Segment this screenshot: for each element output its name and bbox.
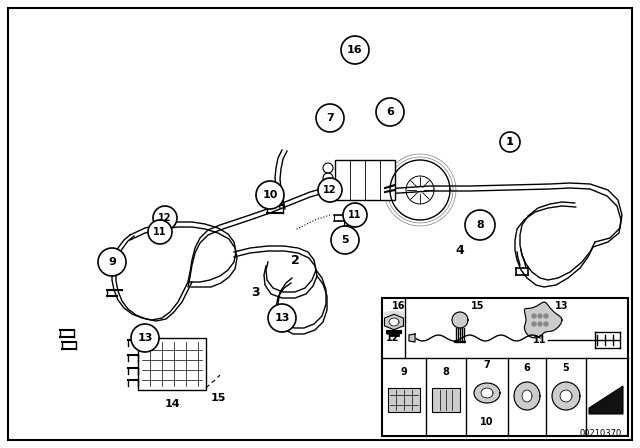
Circle shape: [331, 226, 359, 254]
Text: 13: 13: [556, 301, 569, 311]
Polygon shape: [384, 312, 404, 321]
Polygon shape: [388, 388, 420, 412]
Text: 12: 12: [387, 333, 400, 343]
Polygon shape: [544, 322, 548, 326]
Polygon shape: [544, 314, 548, 318]
Text: 11: 11: [153, 227, 167, 237]
Polygon shape: [409, 334, 415, 342]
Bar: [432, 388, 460, 412]
Text: 5: 5: [563, 363, 570, 373]
Polygon shape: [589, 386, 623, 414]
Text: 13: 13: [275, 313, 290, 323]
Text: 1: 1: [506, 137, 514, 147]
Text: 2: 2: [291, 254, 300, 267]
Text: 9: 9: [108, 257, 116, 267]
Circle shape: [341, 36, 369, 64]
Text: 3: 3: [251, 285, 259, 298]
Polygon shape: [538, 322, 542, 326]
Text: 1: 1: [507, 137, 513, 147]
Text: 12: 12: [323, 185, 337, 195]
Circle shape: [343, 203, 367, 227]
Circle shape: [465, 210, 495, 240]
Text: 7: 7: [326, 113, 334, 123]
Bar: [335, 160, 395, 200]
Text: 13: 13: [138, 333, 153, 343]
Polygon shape: [552, 382, 580, 410]
Circle shape: [98, 248, 126, 276]
Text: 00210370: 00210370: [580, 429, 622, 438]
Polygon shape: [560, 390, 572, 402]
Circle shape: [376, 98, 404, 126]
Circle shape: [318, 178, 342, 202]
Circle shape: [153, 206, 177, 230]
Text: 15: 15: [211, 393, 226, 403]
Circle shape: [148, 220, 172, 244]
Text: 16: 16: [392, 301, 406, 311]
Polygon shape: [532, 314, 536, 318]
Polygon shape: [385, 314, 404, 330]
Text: 5: 5: [341, 235, 349, 245]
Text: 12: 12: [158, 213, 172, 223]
Polygon shape: [474, 383, 500, 403]
Text: 16: 16: [347, 45, 363, 55]
Circle shape: [316, 104, 344, 132]
Text: 9: 9: [401, 367, 408, 377]
Circle shape: [131, 324, 159, 352]
Polygon shape: [481, 388, 493, 398]
Circle shape: [500, 132, 520, 152]
Polygon shape: [524, 302, 562, 338]
Text: 7: 7: [484, 360, 490, 370]
Polygon shape: [538, 314, 542, 318]
Text: 11: 11: [348, 210, 362, 220]
Text: 8: 8: [443, 367, 449, 377]
Text: 15: 15: [471, 301, 484, 311]
Polygon shape: [389, 318, 399, 326]
Polygon shape: [514, 382, 540, 410]
Text: 4: 4: [456, 244, 465, 257]
Circle shape: [268, 304, 296, 332]
Text: 10: 10: [262, 190, 278, 200]
Text: 6: 6: [524, 363, 531, 373]
Text: 11: 11: [533, 335, 547, 345]
Text: 14: 14: [164, 399, 180, 409]
Bar: [138, 338, 206, 390]
Polygon shape: [452, 312, 468, 328]
Polygon shape: [522, 390, 532, 402]
Text: 8: 8: [476, 220, 484, 230]
Polygon shape: [532, 322, 536, 326]
Circle shape: [256, 181, 284, 209]
Text: 6: 6: [386, 107, 394, 117]
Text: 10: 10: [480, 417, 493, 427]
Bar: [382, 298, 628, 436]
